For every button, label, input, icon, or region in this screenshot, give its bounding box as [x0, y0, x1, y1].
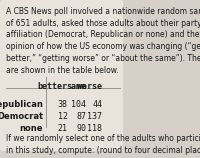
FancyBboxPatch shape: [0, 0, 123, 151]
Text: If we randomly select one of the adults who participated
in this study, compute:: If we randomly select one of the adults …: [6, 134, 200, 155]
Text: better: better: [38, 82, 68, 91]
Text: 12: 12: [58, 112, 68, 121]
Text: 21: 21: [58, 124, 68, 133]
Text: 90: 90: [76, 124, 86, 133]
Text: worse: worse: [77, 82, 102, 91]
Text: Democrat: Democrat: [0, 112, 43, 121]
Text: 118: 118: [87, 124, 102, 133]
Text: Republican: Republican: [0, 100, 43, 109]
Text: 87: 87: [76, 112, 86, 121]
Text: 104: 104: [71, 100, 86, 109]
Text: same: same: [66, 82, 86, 91]
Text: 38: 38: [58, 100, 68, 109]
Text: 137: 137: [87, 112, 102, 121]
Text: A CBS News poll involved a nationwide random sample
of 651 adults, asked those a: A CBS News poll involved a nationwide ra…: [6, 7, 200, 75]
Text: 44: 44: [92, 100, 102, 109]
Text: none: none: [20, 124, 43, 133]
